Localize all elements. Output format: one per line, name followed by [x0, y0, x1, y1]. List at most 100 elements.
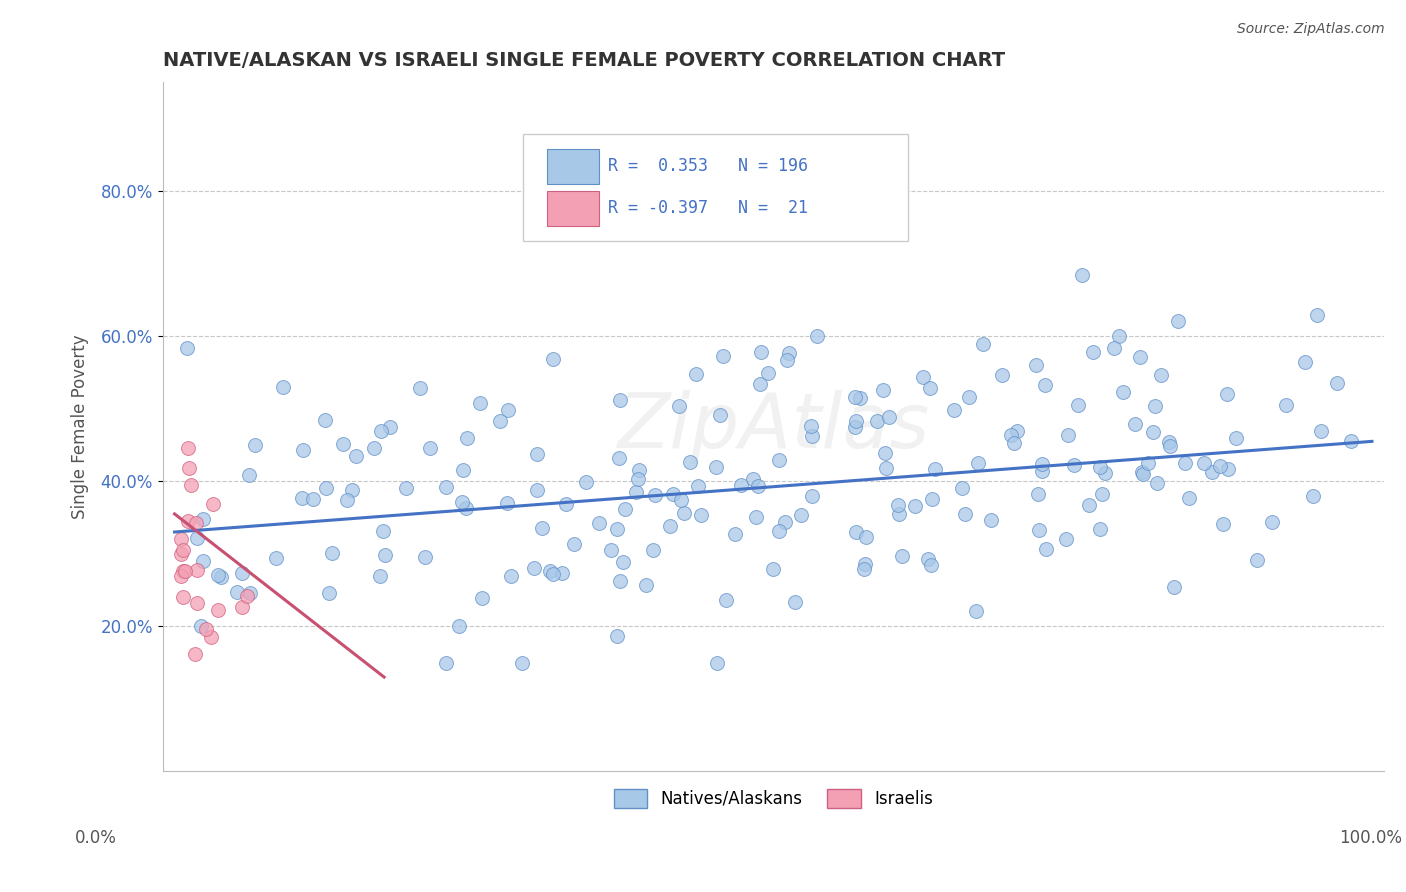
Point [1130, 465, 1153, 479]
Point [239, 586, 262, 600]
Point [775, 353, 797, 368]
Point [1056, 428, 1078, 442]
Point [1201, 466, 1223, 480]
Point [609, 451, 631, 466]
Point [891, 549, 914, 563]
Point [434, 480, 457, 494]
Point [186, 596, 208, 610]
Point [332, 436, 354, 450]
Text: 100.0%: 100.0% [1340, 829, 1402, 847]
Point [852, 562, 875, 576]
Point [264, 550, 287, 565]
Point [172, 543, 194, 558]
Point [609, 393, 631, 408]
Point [489, 414, 512, 428]
Point [190, 619, 212, 633]
Point [207, 603, 229, 617]
Point [1091, 487, 1114, 501]
Point [541, 352, 564, 367]
Point [844, 420, 866, 434]
Point [1178, 491, 1201, 505]
Point [1067, 399, 1090, 413]
Point [1294, 355, 1316, 369]
Point [526, 483, 548, 497]
Point [186, 531, 208, 545]
Point [1306, 308, 1329, 322]
Point [415, 549, 437, 564]
Point [373, 524, 395, 538]
Point [538, 564, 561, 578]
Point [957, 390, 980, 404]
Point [745, 510, 768, 524]
Point [1028, 523, 1050, 537]
Point [501, 569, 523, 583]
Point [917, 551, 939, 566]
Point [609, 574, 631, 588]
Point [1146, 475, 1168, 490]
Point [1192, 456, 1215, 470]
Point [588, 516, 610, 530]
Point [451, 495, 474, 509]
Point [1031, 457, 1053, 471]
Point [170, 569, 193, 583]
Point [965, 604, 987, 618]
Point [749, 376, 772, 391]
Point [600, 543, 623, 558]
Point [711, 349, 734, 363]
Point [1078, 498, 1101, 512]
Point [374, 548, 396, 562]
Point [1132, 467, 1154, 482]
Point [471, 591, 494, 606]
Point [689, 508, 711, 522]
Point [1025, 359, 1047, 373]
Point [991, 368, 1014, 382]
Point [918, 381, 941, 395]
Point [344, 449, 367, 463]
Point [555, 497, 578, 511]
Point [1326, 376, 1348, 391]
Point [209, 570, 232, 584]
Point [314, 413, 336, 427]
Point [612, 555, 634, 569]
Point [855, 530, 877, 544]
Point [924, 462, 946, 476]
Point [801, 489, 824, 503]
Point [186, 563, 208, 577]
FancyBboxPatch shape [547, 191, 599, 226]
Point [749, 344, 772, 359]
Text: NATIVE/ALASKAN VS ISRAELI SINGLE FEMALE POVERTY CORRELATION CHART: NATIVE/ALASKAN VS ISRAELI SINGLE FEMALE … [163, 51, 1005, 70]
Text: ZipAtlas: ZipAtlas [617, 390, 929, 464]
Point [1246, 553, 1268, 567]
Point [495, 496, 517, 510]
Point [169, 532, 191, 546]
Point [627, 472, 650, 486]
Point [368, 569, 391, 583]
Text: R =  0.353   N = 196: R = 0.353 N = 196 [609, 158, 808, 176]
Point [207, 568, 229, 582]
Point [1094, 466, 1116, 480]
Point [236, 589, 259, 603]
Point [370, 424, 392, 438]
Text: 0.0%: 0.0% [75, 829, 117, 847]
Point [193, 554, 215, 568]
FancyBboxPatch shape [523, 134, 908, 241]
Point [238, 468, 260, 483]
Point [1033, 377, 1056, 392]
Point [510, 656, 533, 670]
Point [686, 479, 709, 493]
Point [315, 481, 337, 495]
Point [522, 561, 544, 575]
Point [1035, 542, 1057, 557]
Point [768, 524, 790, 539]
Point [451, 463, 474, 477]
Point [1000, 427, 1022, 442]
Point [661, 487, 683, 501]
Point [200, 630, 222, 644]
Point [1150, 368, 1173, 382]
Point [195, 622, 218, 636]
Point [980, 512, 1002, 526]
Point [169, 547, 191, 561]
Point [186, 516, 208, 530]
Point [904, 499, 927, 513]
Point [335, 492, 357, 507]
